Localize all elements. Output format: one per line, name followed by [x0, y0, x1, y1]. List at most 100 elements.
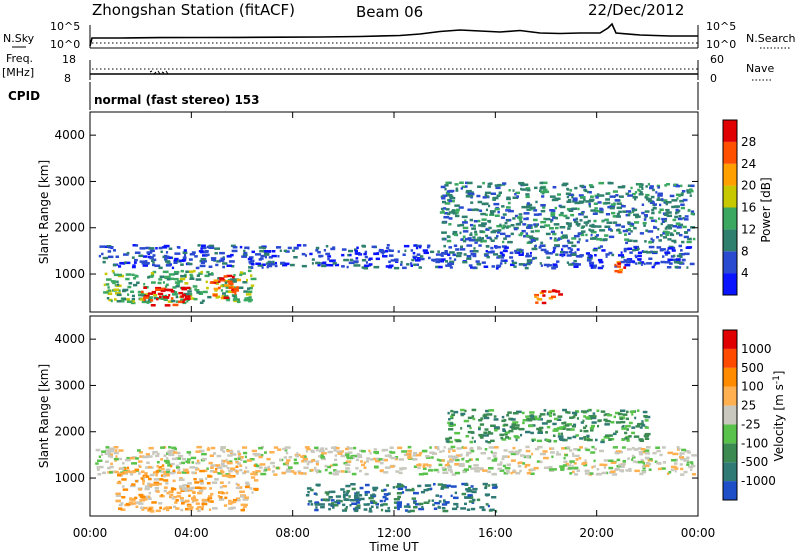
- power-cell-0-53: [123, 253, 129, 256]
- velocity-cell-1-292: [191, 471, 196, 474]
- power-cell-4-39: [470, 192, 475, 196]
- velocity-cell-3-150: [546, 412, 550, 416]
- velocity-cell-1-65: [155, 470, 160, 473]
- power-cell-3-24: [220, 296, 226, 300]
- power-cell-0-439: [412, 251, 416, 255]
- power-cell-0-611: [526, 260, 531, 263]
- power-cell-0-468: [403, 244, 410, 248]
- velocity-cell-0-184: [679, 452, 685, 455]
- velocity-cell-0-562: [181, 471, 187, 474]
- velocity-cell-0-339: [104, 460, 109, 463]
- power-cell-4-533: [497, 229, 502, 232]
- power-cell-4-147: [487, 204, 491, 208]
- power-cell-0-398: [490, 246, 494, 250]
- power-cell-0-303: [280, 261, 286, 265]
- power-cell-4-630: [634, 198, 637, 201]
- power-cell-0-100: [576, 248, 580, 251]
- velocity-cell-0-482: [251, 449, 257, 453]
- power-cell-0-372: [573, 252, 576, 256]
- power-cell-0-590: [410, 262, 413, 265]
- power-cell-1-19: [233, 274, 236, 277]
- velocity-cell-0-97: [622, 462, 626, 466]
- velocity-cell-0-492: [249, 458, 255, 461]
- power-cell-4-466: [585, 239, 589, 242]
- velocity-cell-1-71: [141, 508, 145, 511]
- velocity-cell-1-153: [202, 505, 204, 508]
- power-cell-4-436: [469, 218, 473, 222]
- power-cell-0-194: [415, 246, 419, 250]
- power-cell-0-261: [325, 263, 331, 267]
- power-cell-4-387: [584, 189, 588, 193]
- power-cell-0-90: [449, 257, 452, 260]
- power-colorbar-swatch-2: [723, 229, 737, 252]
- power-cell-4-410: [576, 240, 580, 244]
- velocity-cell-1-252: [244, 496, 249, 499]
- power-cell-4-366: [448, 211, 454, 214]
- velocity-cell-0-666: [425, 455, 430, 458]
- velocity-cell-1-199: [253, 464, 256, 467]
- power-cell-0-604: [250, 263, 255, 266]
- velocity-cell-1-25: [151, 501, 157, 504]
- power-cell-1-129: [232, 294, 236, 298]
- velocity-cell-0-191: [351, 454, 358, 458]
- velocity-cell-1-160: [228, 472, 231, 476]
- power-cell-4-427: [609, 221, 613, 224]
- power-cell-0-117: [513, 265, 517, 268]
- velocity-cell-2-64: [379, 499, 383, 503]
- power-cell-4-516: [666, 201, 672, 204]
- velocity-cell-3-35: [592, 412, 596, 415]
- power-cell-1-10: [118, 289, 121, 292]
- power-cell-0-269: [674, 265, 679, 269]
- velocity-cell-0-315: [525, 445, 530, 449]
- power-cell-1-13: [249, 286, 253, 290]
- power-cell-4-333: [678, 194, 681, 198]
- velocity-cell-3-245: [560, 427, 566, 430]
- power-cell-2-12: [186, 286, 191, 290]
- power-cell-4-674: [604, 201, 611, 205]
- velocity-cell-0-57: [188, 453, 191, 456]
- velocity-cell-3-211: [528, 424, 534, 428]
- power-cell-0-247: [481, 261, 486, 264]
- power-cell-1-151: [189, 273, 193, 277]
- power-cell-0-412: [526, 254, 532, 258]
- velocity-cell-2-25: [350, 483, 356, 486]
- power-cell-4-79: [633, 221, 640, 224]
- velocity-cell-1-151: [170, 493, 174, 497]
- velocity-cell-0-528: [359, 469, 362, 473]
- velocity-cell-0-291: [588, 472, 591, 475]
- velocity-cell-3-122: [621, 438, 625, 441]
- velocity-cell-0-373: [146, 455, 153, 458]
- velocity-cell-2-209: [454, 491, 457, 495]
- power-cell-5-10: [548, 290, 552, 293]
- velocity-cell-1-204: [217, 495, 221, 498]
- velocity-cell-2-155: [349, 504, 352, 507]
- power-cell-0-441: [267, 260, 272, 264]
- power-cell-3-16: [227, 280, 233, 283]
- velocity-cell-0-327: [207, 446, 210, 450]
- velocity-cell-0-582: [146, 461, 150, 464]
- velocity-cell-1-212: [161, 464, 165, 467]
- power-cell-1-43: [175, 285, 180, 288]
- velocity-cell-0-687: [501, 457, 505, 461]
- velocity-cell-3-29: [553, 440, 557, 443]
- velocity-cell-0-668: [484, 448, 488, 451]
- power-cell-0-542: [244, 246, 250, 249]
- velocity-cell-0-363: [297, 470, 302, 473]
- velocity-cell-3-93: [579, 429, 583, 432]
- power-cell-0-538: [99, 245, 106, 248]
- velocity-cell-1-84: [169, 471, 175, 475]
- power-cell-4-315: [682, 225, 687, 229]
- power-cell-4-513: [669, 233, 675, 237]
- velocity-cell-0-244: [345, 467, 350, 470]
- velocity-cell-3-284: [571, 411, 578, 415]
- power-cell-4-133: [643, 218, 647, 221]
- power-cell-1-194: [153, 296, 158, 300]
- velocity-cell-0-217: [407, 456, 412, 459]
- velocity-cell-1-253: [138, 488, 143, 491]
- power-cell-0-617: [152, 261, 155, 264]
- velocity-cell-0-535: [416, 463, 422, 467]
- velocity-cell-0-272: [195, 450, 201, 453]
- power-cell-1-201: [221, 284, 226, 288]
- velocity-cell-0-351: [344, 470, 349, 473]
- velocity-cell-0-197: [438, 463, 443, 467]
